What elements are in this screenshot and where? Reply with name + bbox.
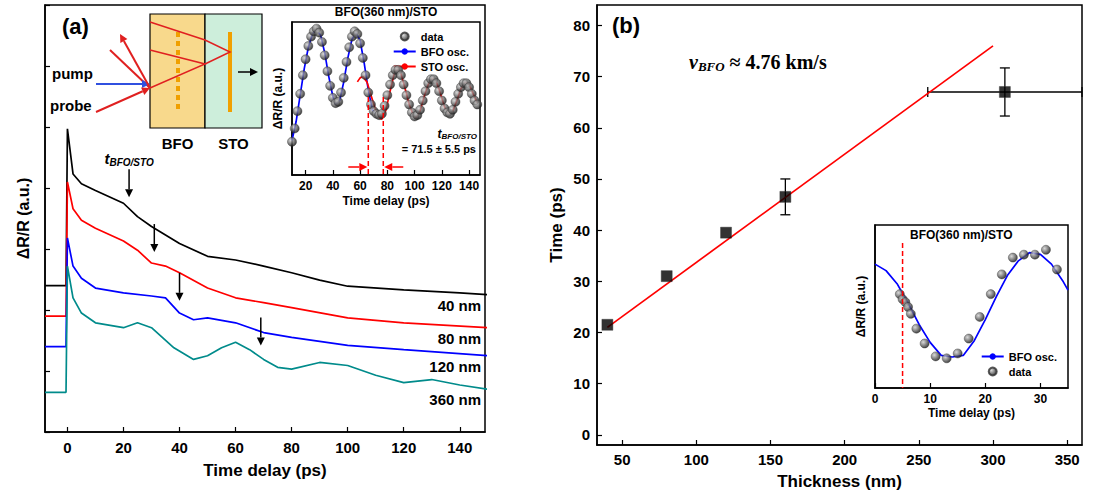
svg-text:60: 60: [353, 179, 367, 193]
svg-text:Thickness (nm): Thickness (nm): [777, 472, 902, 491]
svg-text:BFO/STO: BFO/STO: [109, 157, 153, 168]
svg-text:ΔR/R (a.u.): ΔR/R (a.u.): [15, 178, 32, 260]
svg-text:120: 120: [432, 179, 452, 193]
svg-text:140: 140: [447, 439, 472, 456]
svg-text:10: 10: [923, 392, 937, 406]
svg-text:BFO osc.: BFO osc.: [1009, 351, 1057, 363]
svg-text:BFO(360 nm)/STO: BFO(360 nm)/STO: [335, 5, 437, 19]
svg-text:pump: pump: [52, 65, 93, 82]
svg-text:120 nm: 120 nm: [429, 358, 481, 375]
svg-text:BFO(360 nm)/STO: BFO(360 nm)/STO: [910, 228, 1012, 242]
svg-text:350: 350: [1055, 451, 1080, 468]
svg-text:Time delay (ps): Time delay (ps): [203, 461, 326, 480]
svg-text:data: data: [1009, 366, 1032, 378]
svg-text:STO: STO: [218, 135, 249, 152]
svg-text:= 71.5 ± 5.5 ps: = 71.5 ± 5.5 ps: [402, 143, 476, 155]
svg-text:80 nm: 80 nm: [438, 330, 481, 347]
svg-text:ΔR/R (a.u.): ΔR/R (a.u.): [271, 68, 285, 129]
svg-text:0: 0: [63, 439, 71, 456]
svg-text:40: 40: [573, 222, 590, 239]
svg-text:50: 50: [573, 170, 590, 187]
svg-text:(a): (a): [62, 14, 89, 39]
svg-text:BFO: BFO: [697, 59, 725, 74]
svg-text:80: 80: [381, 179, 395, 193]
svg-text:250: 250: [906, 451, 931, 468]
svg-text:150: 150: [758, 451, 783, 468]
svg-text:300: 300: [980, 451, 1005, 468]
svg-text:≈ 4.76 km/s: ≈ 4.76 km/s: [725, 51, 827, 73]
svg-text:STO osc.: STO osc.: [421, 61, 468, 73]
svg-text:v: v: [689, 51, 698, 73]
svg-text:BFO osc.: BFO osc.: [421, 46, 469, 58]
svg-text:120: 120: [391, 439, 416, 456]
svg-text:40 nm: 40 nm: [438, 297, 481, 314]
svg-text:BFO/STO: BFO/STO: [442, 132, 478, 141]
svg-text:70: 70: [573, 68, 590, 85]
svg-text:40: 40: [171, 439, 188, 456]
svg-text:30: 30: [573, 273, 590, 290]
svg-text:60: 60: [227, 439, 244, 456]
svg-text:20: 20: [979, 392, 993, 406]
svg-text:Time (ps): Time (ps): [547, 187, 566, 262]
svg-text:t: t: [438, 127, 443, 141]
svg-text:80: 80: [573, 17, 590, 34]
svg-text:ΔR/R (a.u.): ΔR/R (a.u.): [854, 276, 868, 337]
svg-text:(b): (b): [612, 13, 640, 38]
svg-text:40: 40: [326, 179, 340, 193]
svg-text:360 nm: 360 nm: [429, 391, 481, 408]
svg-text:30: 30: [1034, 392, 1048, 406]
svg-text:BFO: BFO: [162, 135, 194, 152]
svg-text:100: 100: [684, 451, 709, 468]
svg-text:50: 50: [614, 451, 631, 468]
svg-text:data: data: [421, 31, 445, 43]
svg-text:t: t: [104, 150, 110, 168]
svg-text:20: 20: [573, 324, 590, 341]
svg-text:Time delay (ps): Time delay (ps): [928, 406, 1015, 420]
svg-text:probe: probe: [50, 97, 92, 114]
svg-text:Time delay (ps): Time delay (ps): [342, 194, 429, 208]
svg-text:0: 0: [582, 426, 590, 443]
svg-text:20: 20: [299, 179, 313, 193]
svg-text:200: 200: [832, 451, 857, 468]
svg-text:100: 100: [405, 179, 425, 193]
svg-text:100: 100: [335, 439, 360, 456]
svg-text:10: 10: [573, 375, 590, 392]
svg-text:20: 20: [115, 439, 132, 456]
svg-text:60: 60: [573, 119, 590, 136]
svg-text:140: 140: [459, 179, 479, 193]
svg-text:80: 80: [283, 439, 300, 456]
svg-text:0: 0: [872, 392, 879, 406]
